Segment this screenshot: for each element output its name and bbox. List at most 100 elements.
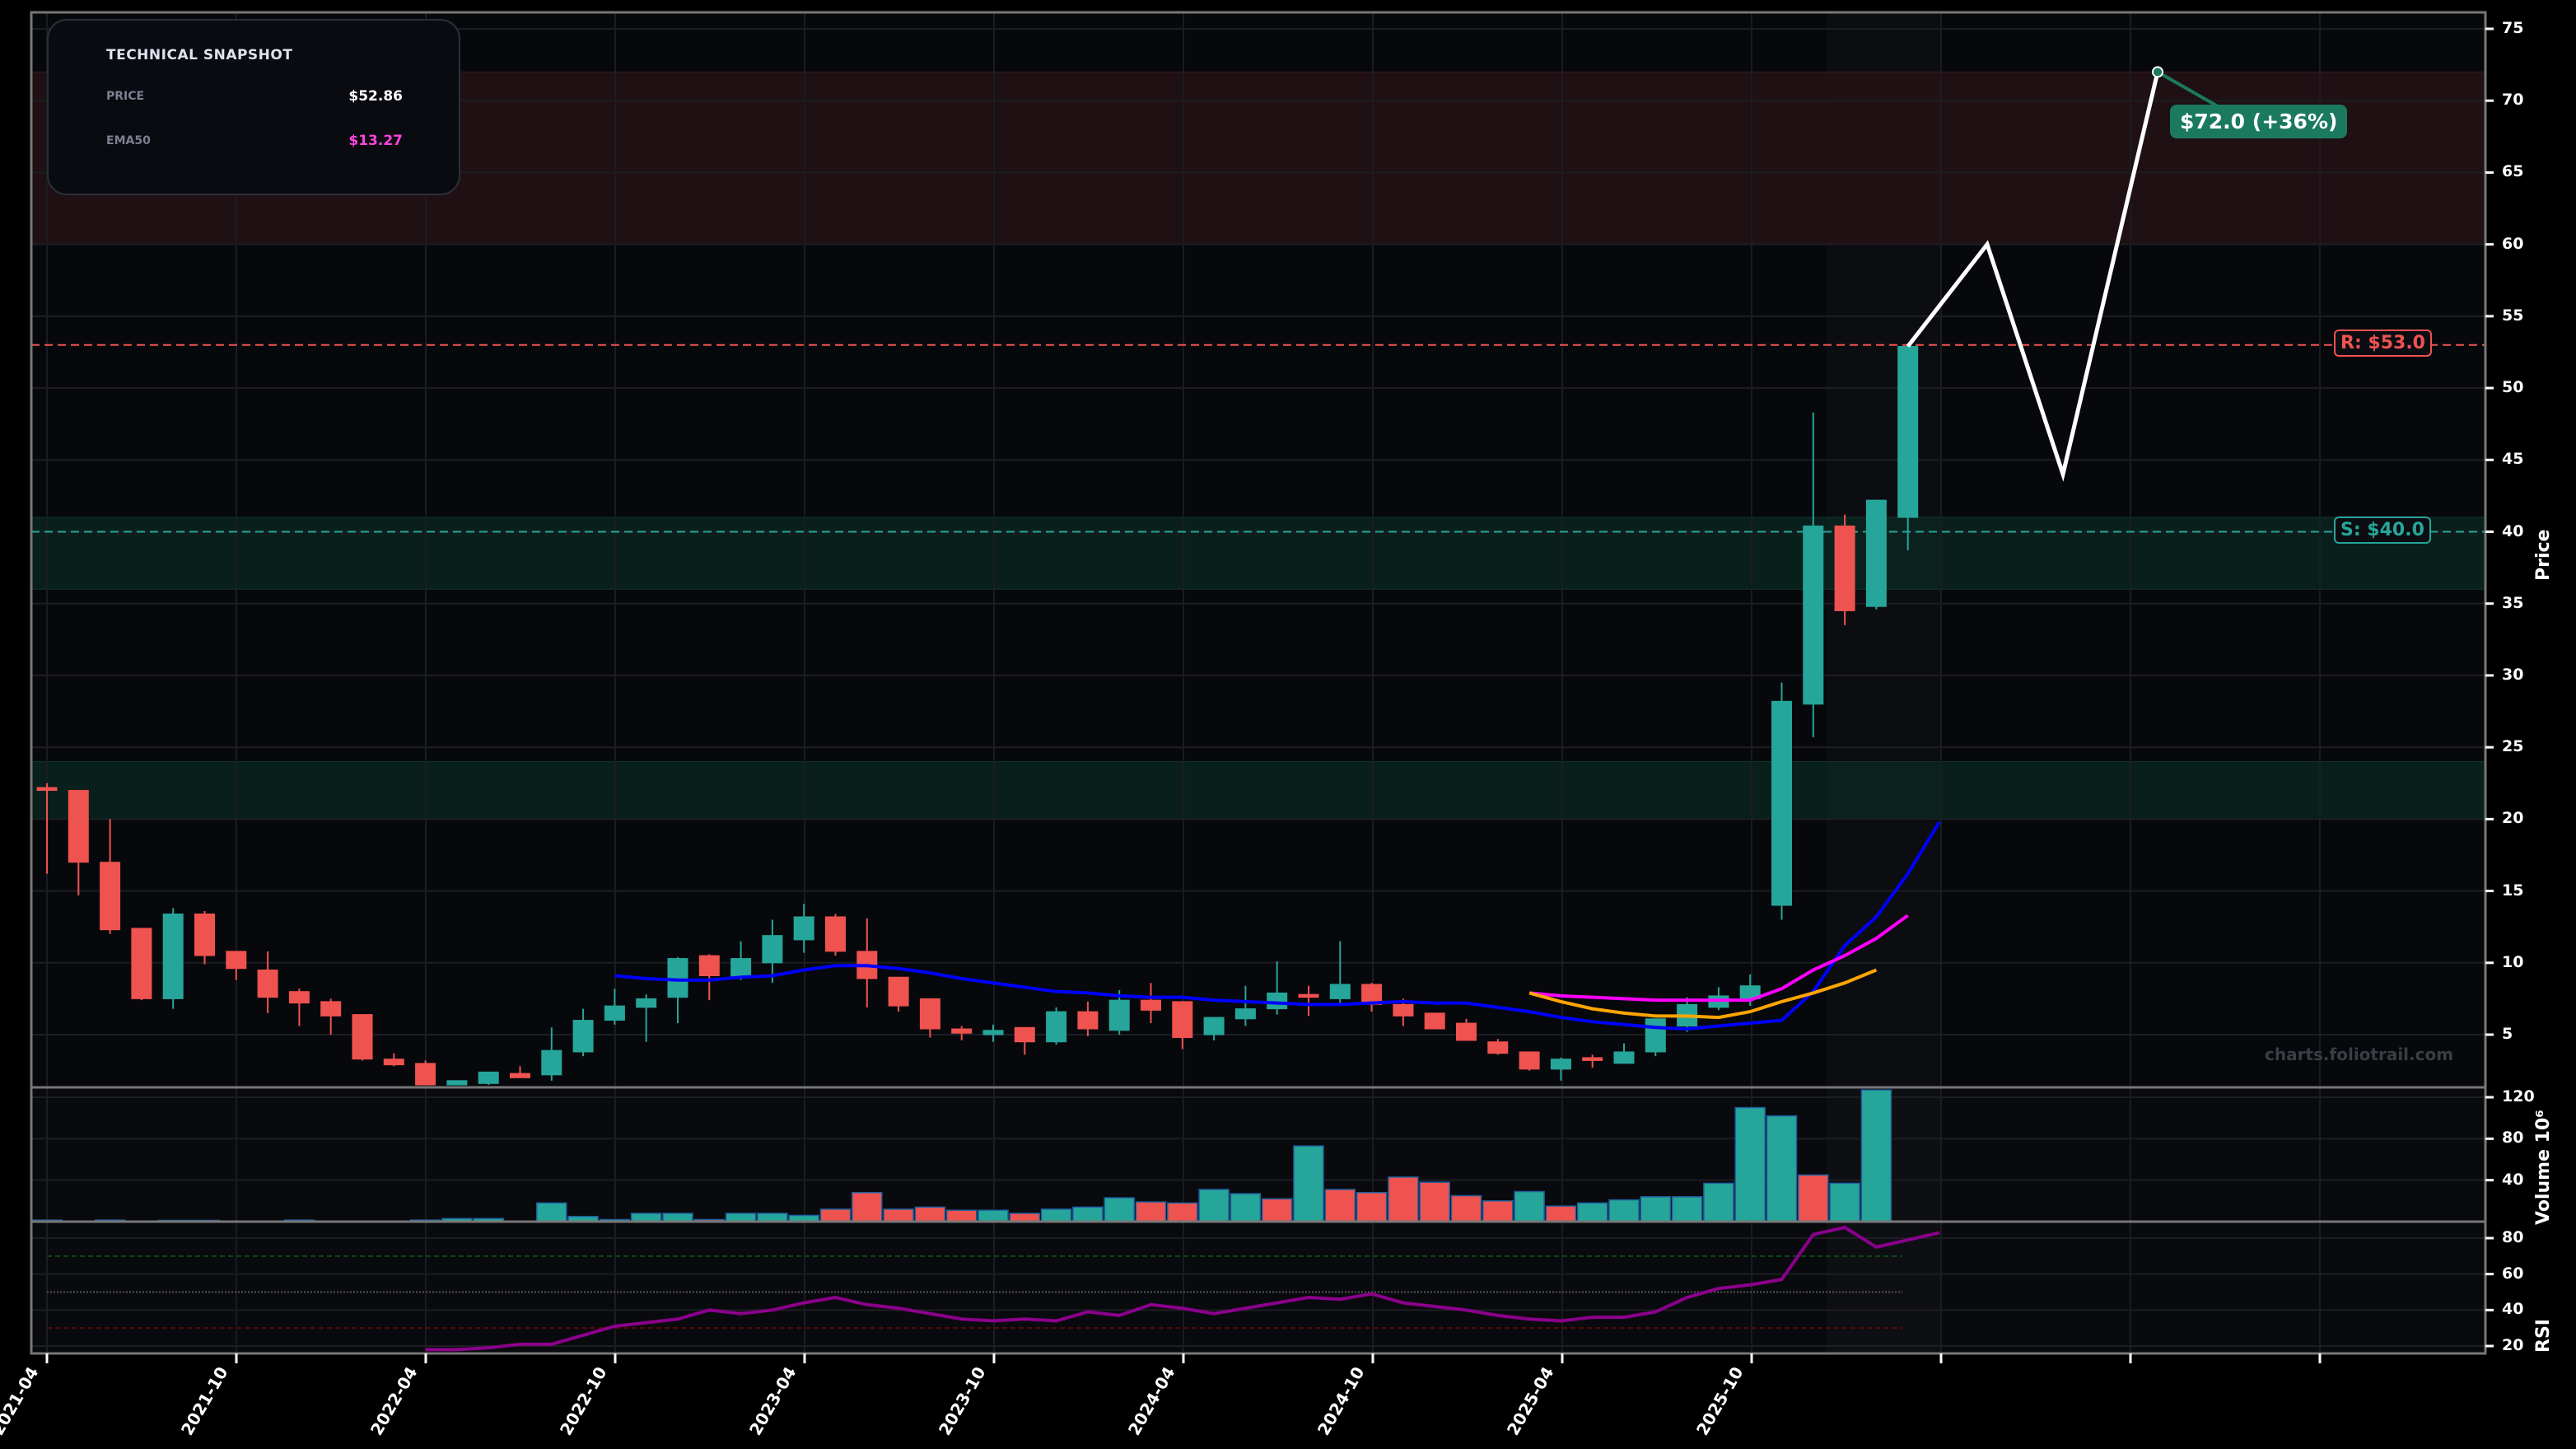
volume-bar bbox=[1671, 1196, 1703, 1222]
snapshot-price-value: $52.86 bbox=[348, 88, 403, 105]
candle-body bbox=[698, 955, 720, 976]
volume-bar bbox=[1576, 1202, 1608, 1222]
price-tick: 75 bbox=[2502, 19, 2524, 37]
candle-body bbox=[1550, 1059, 1571, 1070]
snapshot-ema-row: EMA50 $13.27 bbox=[106, 133, 403, 149]
price-tick: 5 bbox=[2502, 1025, 2513, 1043]
rsi-axis-label: RSI bbox=[2533, 1319, 2554, 1353]
volume-bar bbox=[978, 1209, 1009, 1222]
volume-bar bbox=[1167, 1202, 1198, 1222]
candle-body bbox=[572, 1020, 594, 1053]
volume-tick: 120 bbox=[2502, 1087, 2535, 1105]
target-marker bbox=[2152, 66, 2163, 78]
candle-body bbox=[478, 1071, 499, 1084]
price-tick: 10 bbox=[2502, 952, 2524, 971]
volume-bar bbox=[630, 1213, 662, 1222]
price-tick: 50 bbox=[2502, 378, 2524, 397]
candle-body bbox=[1771, 700, 1792, 906]
rsi-tick: 40 bbox=[2502, 1300, 2524, 1319]
volume-bar bbox=[1545, 1205, 1577, 1222]
candle-body bbox=[194, 913, 215, 956]
price-tick: 60 bbox=[2502, 234, 2524, 253]
zone-support bbox=[30, 516, 2486, 590]
candle-body bbox=[162, 913, 184, 999]
candle-body bbox=[383, 1059, 404, 1066]
volume-bar bbox=[1135, 1201, 1167, 1222]
volume-bar bbox=[1293, 1145, 1324, 1222]
volume-bar bbox=[1860, 1089, 1892, 1222]
volume-bar bbox=[1419, 1181, 1450, 1222]
volume-bar bbox=[1482, 1200, 1514, 1222]
candle-body bbox=[1267, 992, 1288, 1010]
candle-body bbox=[1803, 526, 1824, 705]
snapshot-price-label: PRICE bbox=[106, 90, 145, 103]
snapshot-title: TECHNICAL SNAPSHOT bbox=[106, 47, 293, 63]
volume-bar bbox=[536, 1202, 567, 1222]
candle-body bbox=[636, 998, 657, 1008]
rsi-tick: 20 bbox=[2502, 1336, 2524, 1354]
price-tick: 40 bbox=[2502, 521, 2524, 540]
volume-bar bbox=[914, 1206, 946, 1222]
candle-body bbox=[446, 1080, 468, 1086]
volume-bar bbox=[1072, 1206, 1104, 1222]
candle-body bbox=[1014, 1026, 1035, 1043]
volume-bar bbox=[1450, 1194, 1482, 1222]
candle-body bbox=[510, 1073, 530, 1078]
candle-body bbox=[1393, 1003, 1414, 1017]
ema-line bbox=[1528, 968, 1878, 1020]
candle-body bbox=[415, 1063, 436, 1086]
volume-bar bbox=[852, 1192, 883, 1222]
snapshot-ema-label: EMA50 bbox=[106, 134, 151, 147]
price-tick: 15 bbox=[2502, 881, 2524, 900]
volume-bar bbox=[725, 1213, 757, 1222]
candle-body bbox=[951, 1028, 973, 1034]
candle-body bbox=[888, 976, 909, 1007]
candle-body bbox=[1108, 999, 1130, 1031]
candle-body bbox=[1141, 999, 1161, 1011]
volume-bar bbox=[1829, 1182, 1860, 1222]
volume-bar bbox=[819, 1208, 852, 1222]
snapshot-price-row: PRICE $52.86 bbox=[106, 88, 403, 105]
candle-body bbox=[352, 1014, 373, 1060]
candle-body bbox=[919, 998, 940, 1030]
snapshot-ema-value: $13.27 bbox=[348, 133, 403, 149]
candle-body bbox=[1424, 1012, 1445, 1030]
rsi-panel bbox=[31, 1222, 2485, 1353]
volume-bar bbox=[1261, 1198, 1293, 1222]
price-tick: 70 bbox=[2502, 91, 2524, 110]
candle-body bbox=[257, 970, 278, 998]
candle-body bbox=[1329, 984, 1351, 999]
price-tick: 25 bbox=[2502, 737, 2524, 756]
candle-body bbox=[36, 787, 58, 791]
candle-body bbox=[730, 958, 752, 978]
candle-body bbox=[1582, 1057, 1603, 1061]
price-tick: 65 bbox=[2502, 162, 2524, 181]
technical-snapshot-panel: TECHNICAL SNAPSHOT PRICE $52.86 EMA50 $1… bbox=[47, 19, 460, 195]
volume-axis-label: Volume 10⁶ bbox=[2533, 1110, 2554, 1225]
rsi-tick: 60 bbox=[2502, 1264, 2524, 1283]
volume-bar bbox=[1640, 1196, 1672, 1222]
candle-body bbox=[68, 789, 89, 863]
candle-body bbox=[1172, 1001, 1193, 1038]
candle-body bbox=[762, 935, 783, 964]
volume-bar bbox=[1388, 1176, 1419, 1222]
resistance-label: R: $53.0 bbox=[2334, 330, 2432, 357]
candle-body bbox=[1897, 345, 1919, 518]
candle-body bbox=[541, 1049, 562, 1076]
ema-line bbox=[614, 820, 1941, 1031]
candle-body bbox=[1234, 1008, 1256, 1020]
volume-bar bbox=[1356, 1192, 1388, 1222]
target-leader bbox=[2157, 70, 2224, 111]
volume-bar bbox=[945, 1209, 978, 1222]
price-tick: 30 bbox=[2502, 665, 2524, 684]
candle-body bbox=[1203, 1017, 1225, 1035]
price-tick: 20 bbox=[2502, 809, 2524, 828]
volume-tick: 40 bbox=[2502, 1170, 2524, 1189]
price-tick: 45 bbox=[2502, 450, 2524, 469]
candle-body bbox=[604, 1005, 625, 1021]
volume-bar bbox=[1324, 1189, 1356, 1222]
volume-bar bbox=[1230, 1193, 1262, 1222]
volume-bar bbox=[757, 1213, 788, 1222]
candle-body bbox=[1865, 499, 1887, 607]
